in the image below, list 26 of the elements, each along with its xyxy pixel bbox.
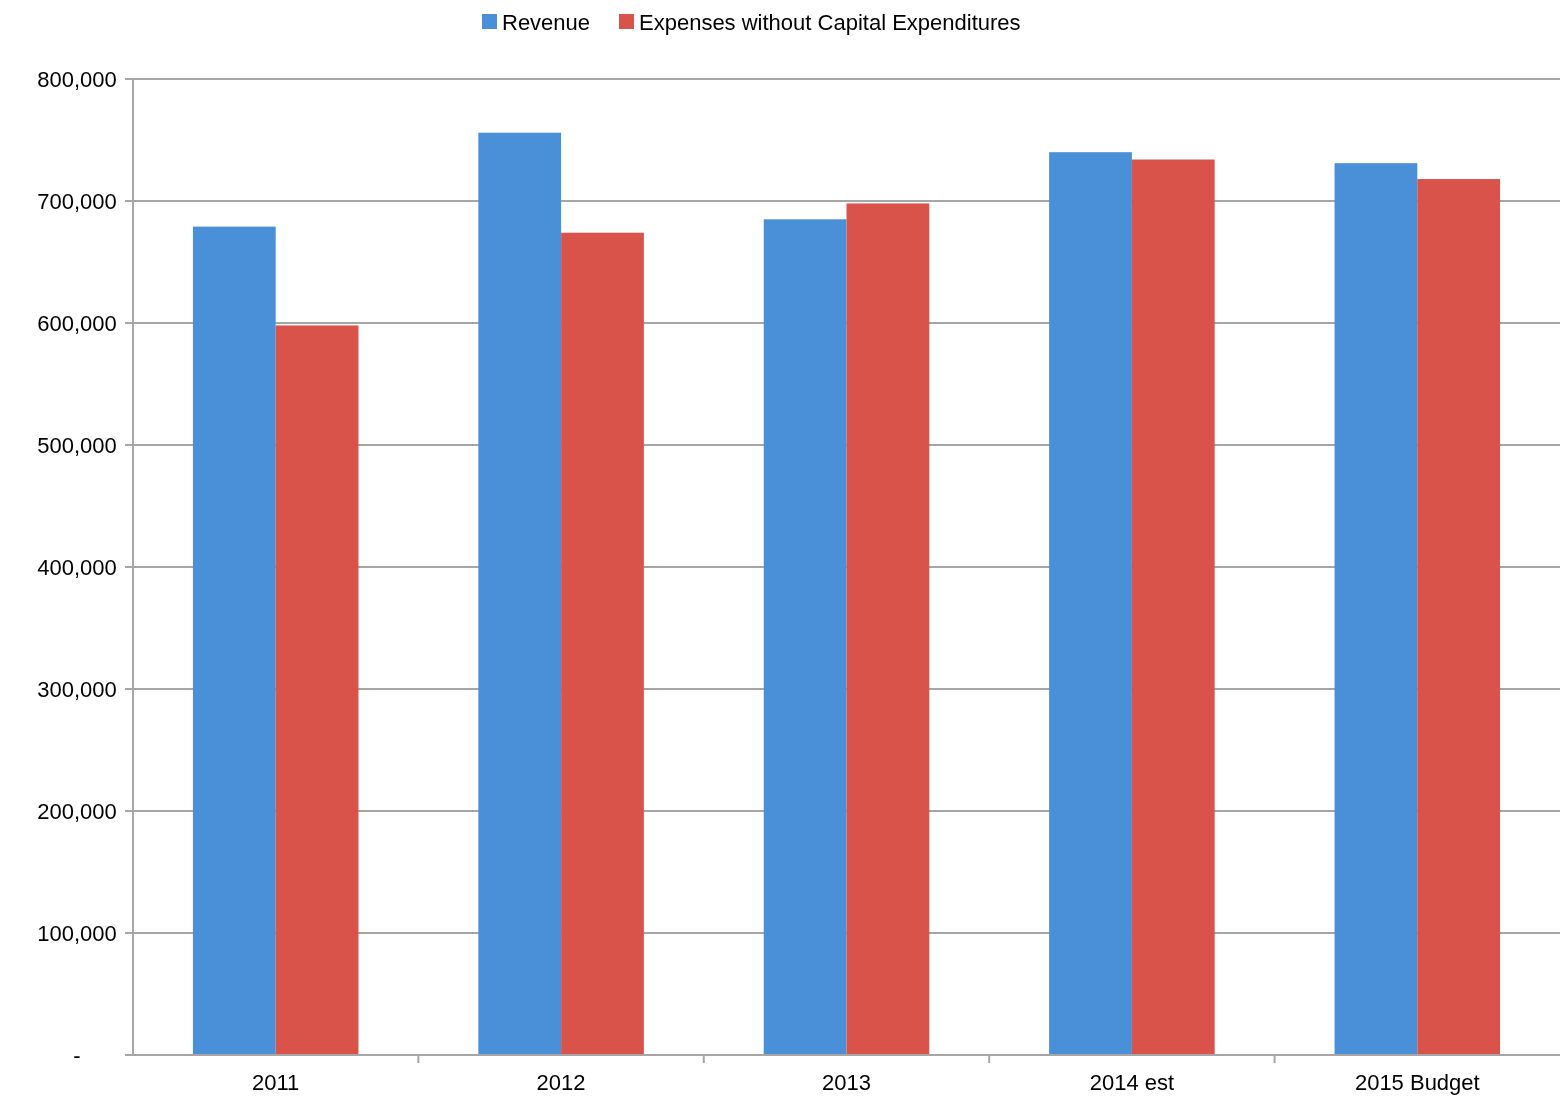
legend-label: Revenue [502,9,591,35]
x-tick-label: 2015 Budget [1354,1070,1480,1095]
y-tick-label: 800,000 [37,66,117,92]
bar [478,132,562,1055]
y-tick-label: 600,000 [37,310,117,336]
x-tick-label: 2011 [252,1070,300,1095]
y-tick-label: 200,000 [37,798,117,824]
bar [1417,179,1501,1055]
x-tick-label: 2013 [822,1070,871,1095]
y-tick-label: 400,000 [37,554,117,580]
bar [846,203,930,1055]
y-tick-label: - [73,1042,81,1068]
bar [1334,163,1418,1055]
y-tick-label: 500,000 [37,432,117,458]
bar [763,219,847,1055]
x-tick-label: 2014 est [1089,1070,1175,1095]
bar [192,226,276,1055]
legend-label: Expenses without Capital Expenditures [639,9,1021,35]
bar [1131,159,1215,1055]
bar [1049,152,1132,1055]
y-tick-label: 100,000 [37,920,117,946]
y-tick-label: 700,000 [37,188,117,214]
x-tick-label: 2012 [536,1070,586,1095]
y-tick-label: 300,000 [37,676,117,702]
bar [275,325,359,1055]
bar [561,232,644,1055]
